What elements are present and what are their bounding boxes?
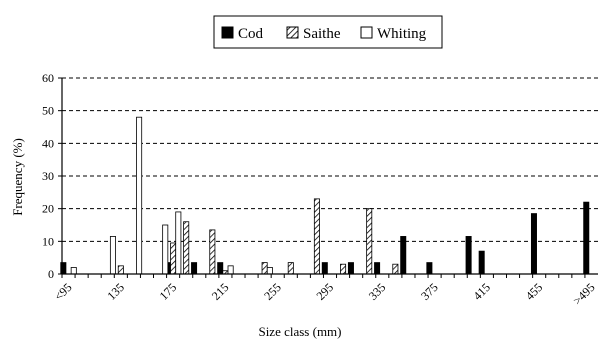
y-axis-label: Frequency (%) <box>10 138 25 216</box>
bar-cod-32 <box>478 250 485 275</box>
bars <box>60 116 590 275</box>
x-tick-label: 135 <box>104 280 127 303</box>
y-tick-label: 30 <box>42 169 54 183</box>
bar-whiting-3 <box>109 236 116 275</box>
x-tick-label: 455 <box>523 280 546 303</box>
y-tick-label: 0 <box>48 267 54 281</box>
bar-saithe-23 <box>366 208 373 275</box>
bar-whiting-0 <box>70 267 77 275</box>
bar-whiting-12 <box>227 265 234 275</box>
bar-cod-24 <box>374 262 381 275</box>
gridlines <box>62 77 598 242</box>
x-tick-label: 175 <box>157 280 180 303</box>
bar-cod-40 <box>583 201 590 275</box>
bar-whiting-7 <box>162 224 169 275</box>
bar-saithe-19 <box>313 198 320 275</box>
bar-cod-12 <box>217 262 224 275</box>
bar-saithe-25 <box>392 263 399 275</box>
x-tick-label: <95 <box>51 280 74 303</box>
legend-swatch-whiting <box>360 26 373 39</box>
x-tick-label: >495 <box>570 280 597 307</box>
legend-label-saithe: Saithe <box>303 26 341 42</box>
x-tick-label: 375 <box>418 280 441 303</box>
bar-saithe-9 <box>183 221 190 275</box>
x-tick-labels: <95 135 175 215 255 295 335 375 415 455 >495 <box>51 280 597 307</box>
legend-box <box>213 15 443 49</box>
bar-cod-28 <box>426 262 433 275</box>
y-tick-label: 40 <box>42 136 54 150</box>
bar-cod-22 <box>347 262 354 275</box>
bar-cod-31 <box>465 236 472 275</box>
y-tick-label: 20 <box>42 202 54 216</box>
x-tick-label: 335 <box>366 280 389 303</box>
y-tick-labels: 0 10 20 30 40 50 60 <box>42 71 54 281</box>
bar-saithe-11 <box>209 229 216 275</box>
y-tick-label: 60 <box>42 71 54 85</box>
bar-saithe-21 <box>340 263 347 275</box>
x-axis-label: Size class (mm) <box>258 324 341 339</box>
legend-swatch-saithe <box>286 26 299 39</box>
axes <box>58 77 598 278</box>
bar-saithe-4 <box>117 265 124 275</box>
bar-saithe-8 <box>170 242 177 275</box>
y-tick-label: 10 <box>42 234 54 248</box>
bar-saithe-15 <box>261 262 268 275</box>
bar-whiting-5 <box>136 116 143 275</box>
x-tick-label: 415 <box>470 280 493 303</box>
legend-label-whiting: Whiting <box>377 26 427 42</box>
x-tick-label: 215 <box>209 280 232 303</box>
bar-saithe-17 <box>287 262 294 275</box>
x-tick-label: 295 <box>313 280 336 303</box>
bar-cod-26 <box>400 236 407 275</box>
bar-whiting-8 <box>175 211 182 275</box>
legend: Cod Saithe Whiting <box>213 15 443 49</box>
legend-label-cod: Cod <box>238 26 264 42</box>
y-tick-label: 50 <box>42 104 54 118</box>
legend-swatch-cod <box>221 26 234 39</box>
bar-cod-20 <box>321 262 328 275</box>
bar-cod-36 <box>530 213 537 275</box>
bar-cod-10 <box>191 262 198 275</box>
x-tick-label: 255 <box>261 280 284 303</box>
bar-whiting-15 <box>266 267 273 275</box>
